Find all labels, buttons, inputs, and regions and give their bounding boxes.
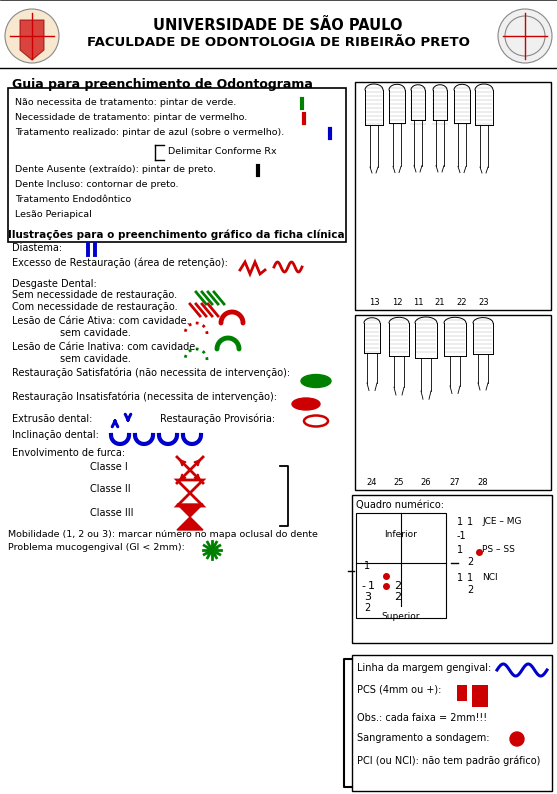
Text: 11: 11	[413, 298, 423, 307]
Text: Sem necessidade de restauração.: Sem necessidade de restauração.	[12, 290, 177, 300]
Polygon shape	[177, 504, 203, 517]
Text: Inferior: Inferior	[384, 530, 417, 539]
Text: Problema mucogengival (GI < 2mm):: Problema mucogengival (GI < 2mm):	[8, 543, 185, 552]
Text: UNIVERSIDADE DE SÃO PAULO: UNIVERSIDADE DE SÃO PAULO	[153, 18, 403, 33]
Text: *: *	[206, 544, 218, 568]
Text: 3: 3	[364, 592, 371, 602]
Text: 13: 13	[369, 298, 379, 307]
Text: Restauração Provisória:: Restauração Provisória:	[160, 414, 275, 425]
Text: Ilustrações para o preenchimento gráfico da ficha clínica: Ilustrações para o preenchimento gráfico…	[8, 229, 345, 240]
Text: PCS (4mm ou +):: PCS (4mm ou +):	[357, 685, 441, 695]
Text: Envolvimento de furca:: Envolvimento de furca:	[12, 448, 125, 458]
FancyBboxPatch shape	[457, 685, 467, 701]
Polygon shape	[177, 517, 203, 530]
Text: 25: 25	[394, 478, 404, 487]
Text: Obs.: cada faixa = 2mm!!!: Obs.: cada faixa = 2mm!!!	[357, 713, 487, 723]
Text: sem cavidade.: sem cavidade.	[60, 354, 131, 364]
Text: Quadro numérico:: Quadro numérico:	[356, 500, 444, 510]
Text: Linha da margem gengival:: Linha da margem gengival:	[357, 663, 491, 673]
Text: PS – SS: PS – SS	[482, 545, 515, 554]
Text: 1: 1	[457, 517, 463, 527]
FancyBboxPatch shape	[356, 513, 446, 618]
FancyBboxPatch shape	[472, 685, 488, 707]
Circle shape	[498, 9, 552, 63]
Text: NCI: NCI	[482, 573, 497, 582]
Text: Tratamento Endodôntico: Tratamento Endodôntico	[15, 195, 131, 204]
Text: Superior: Superior	[382, 612, 420, 621]
FancyBboxPatch shape	[352, 655, 552, 791]
Text: Lesão de Cárie Inativa: com cavidade.: Lesão de Cárie Inativa: com cavidade.	[12, 342, 198, 352]
Ellipse shape	[301, 375, 331, 387]
Text: Restauração Satisfatória (não necessita de intervenção):: Restauração Satisfatória (não necessita …	[12, 368, 290, 379]
Text: Dente Incluso: contornar de preto.: Dente Incluso: contornar de preto.	[15, 180, 178, 189]
Text: 26: 26	[421, 478, 431, 487]
Text: Delimitar Conforme Rx: Delimitar Conforme Rx	[168, 148, 277, 156]
FancyBboxPatch shape	[355, 315, 551, 490]
Text: 2: 2	[364, 603, 370, 613]
Text: -: -	[361, 581, 365, 591]
Text: Lesão Periapical: Lesão Periapical	[15, 210, 92, 219]
Text: sem cavidade.: sem cavidade.	[60, 328, 131, 338]
Text: 1: 1	[364, 561, 370, 571]
FancyBboxPatch shape	[8, 88, 346, 242]
FancyBboxPatch shape	[355, 82, 551, 310]
Polygon shape	[20, 20, 44, 60]
Text: Inclinação dental:: Inclinação dental:	[12, 430, 99, 440]
Text: Diastema:: Diastema:	[12, 243, 62, 253]
Text: 1: 1	[457, 573, 463, 583]
Text: Excesso de Restauração (área de retenção):: Excesso de Restauração (área de retenção…	[12, 257, 228, 268]
Text: 2: 2	[467, 585, 473, 595]
Text: 24: 24	[367, 478, 377, 487]
Text: JCE – MG: JCE – MG	[482, 517, 521, 526]
FancyBboxPatch shape	[352, 495, 552, 643]
Text: -1: -1	[457, 531, 467, 541]
Text: FACULDADE DE ODONTOLOGIA DE RIBEIRÃO PRETO: FACULDADE DE ODONTOLOGIA DE RIBEIRÃO PRE…	[86, 36, 470, 49]
Text: 28: 28	[478, 478, 488, 487]
Text: 21: 21	[435, 298, 445, 307]
Text: Dente Ausente (extraído): pintar de preto.: Dente Ausente (extraído): pintar de pret…	[15, 165, 216, 174]
Text: Mobilidade (1, 2 ou 3): marcar número no mapa oclusal do dente: Mobilidade (1, 2 ou 3): marcar número no…	[8, 530, 318, 539]
Text: Sangramento a sondagem:: Sangramento a sondagem:	[357, 733, 490, 743]
Text: Desgaste Dental:: Desgaste Dental:	[12, 279, 97, 289]
Text: Classe II: Classe II	[90, 484, 131, 494]
Text: Classe III: Classe III	[90, 508, 134, 518]
Text: Não necessita de tratamento: pintar de verde.: Não necessita de tratamento: pintar de v…	[15, 98, 236, 107]
Text: 23: 23	[478, 298, 489, 307]
Text: 2: 2	[467, 557, 473, 567]
Text: Restauração Insatisfatória (necessita de intervenção):: Restauração Insatisfatória (necessita de…	[12, 391, 277, 402]
Text: PCI (ou NCI): não tem padrão gráfico): PCI (ou NCI): não tem padrão gráfico)	[357, 755, 540, 765]
Text: Extrusão dental:: Extrusão dental:	[12, 414, 92, 424]
Text: Guia para preenchimento de Odontograma: Guia para preenchimento de Odontograma	[12, 78, 313, 91]
Text: Necessidade de tratamento: pintar de vermelho.: Necessidade de tratamento: pintar de ver…	[15, 113, 247, 122]
Text: 1: 1	[457, 545, 463, 555]
Text: 1: 1	[467, 517, 473, 527]
Text: 1: 1	[368, 581, 375, 591]
Text: 1: 1	[467, 573, 473, 583]
Text: Lesão de Cárie Ativa: com cavidade.: Lesão de Cárie Ativa: com cavidade.	[12, 316, 189, 326]
Text: 12: 12	[392, 298, 402, 307]
Text: 2: 2	[394, 581, 401, 591]
Text: Classe I: Classe I	[90, 462, 128, 472]
Ellipse shape	[292, 398, 320, 410]
Text: Com necessidade de restauração.: Com necessidade de restauração.	[12, 302, 178, 312]
Circle shape	[5, 9, 59, 63]
Text: Tratamento realizado: pintar de azul (sobre o vermelho).: Tratamento realizado: pintar de azul (so…	[15, 128, 284, 137]
Text: 27: 27	[449, 478, 460, 487]
Text: 2: 2	[394, 592, 401, 602]
Text: 22: 22	[457, 298, 467, 307]
Circle shape	[510, 732, 524, 746]
